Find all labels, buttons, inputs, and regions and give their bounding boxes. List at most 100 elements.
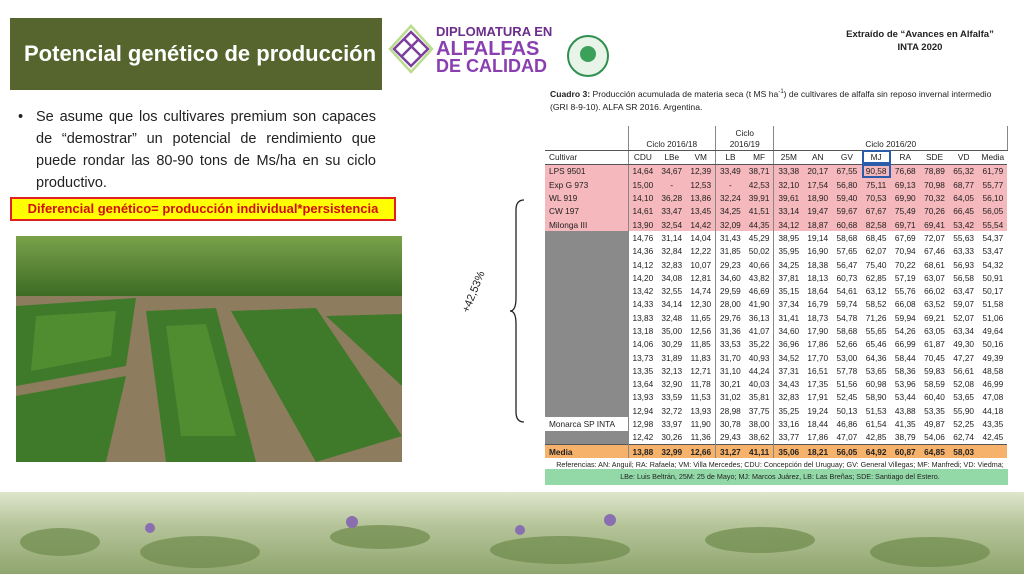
- cell: 48,58: [982, 365, 1004, 376]
- cultivar: Exp G 973: [549, 179, 589, 190]
- table-row: Milonga III 13,90 32,54 14,42 32,09 44,35 34,1…: [545, 217, 1008, 232]
- cell: 32,48: [661, 312, 683, 323]
- column-header: MF: [744, 149, 774, 165]
- cell: 17,90: [807, 326, 829, 336]
- cell: 33,49: [715, 164, 745, 179]
- brace: [509, 199, 525, 423]
- cell: 44,35: [748, 219, 770, 230]
- redacted-cultivar: [545, 297, 628, 312]
- cell: 64,85: [919, 444, 950, 459]
- cell: 60,98: [865, 379, 887, 390]
- cell: 16,90: [807, 246, 829, 257]
- cell: 54,78: [836, 312, 858, 323]
- table-row: 13,73 31,89 11,83 31,70 40,93 34,52 17,70 53,00…: [545, 350, 1008, 365]
- cell: 68,77: [953, 179, 975, 190]
- cell: 17,54: [807, 179, 829, 190]
- cell: 56,05: [982, 206, 1004, 217]
- cell: 33,97: [661, 419, 683, 430]
- cell: 12,94: [627, 404, 658, 418]
- cell: 58,52: [865, 299, 887, 310]
- cell: 41,35: [894, 419, 916, 430]
- cell: 38,79: [894, 432, 916, 443]
- cell: 47,27: [953, 352, 975, 363]
- cell: 41,07: [748, 326, 770, 336]
- cell: 75,11: [866, 179, 887, 190]
- cell: 15,00: [627, 178, 658, 192]
- cell: 39,61: [773, 191, 804, 205]
- cell: 50,02: [748, 246, 770, 257]
- logo-line: DIPLOMATURA EN: [436, 24, 552, 39]
- column-header: MJ: [861, 149, 891, 165]
- cell: 28,00: [715, 297, 745, 312]
- redacted-cultivar: [545, 337, 628, 351]
- cell: 60,73: [836, 272, 858, 283]
- redacted-cultivar: [545, 271, 628, 285]
- cell: 69,90: [894, 193, 916, 204]
- cell: 12,56: [690, 326, 712, 336]
- cell: 64,36: [865, 352, 887, 363]
- cell: 58,36: [894, 365, 916, 376]
- column-header: AN: [803, 149, 833, 165]
- cell: 34,52: [773, 350, 804, 365]
- column-header: VD: [949, 149, 979, 165]
- cell: 38,95: [773, 231, 804, 245]
- cell: 70,94: [894, 246, 916, 257]
- cell: 52,25: [953, 419, 975, 430]
- redacted-cultivar: [545, 257, 628, 272]
- header-row: Cultivar CDU LBe VM LB MF 25M AN GV MJ RA SDE VD Medi…: [545, 149, 1008, 165]
- table-row: CW 197 14,61 33,47 13,45 34,25 41,51 33,14 19,4…: [545, 204, 1008, 218]
- cell: 69,41: [924, 219, 945, 230]
- cell: 13,35: [627, 364, 658, 378]
- cell: 17,70: [807, 352, 829, 363]
- cell: 30,21: [715, 377, 745, 391]
- cell: 40,66: [748, 259, 770, 270]
- cell: 34,43: [773, 377, 804, 391]
- redacted-cultivar: [545, 430, 628, 445]
- table-row: 14,20 34,08 12,81 34,60 43,82 37,81 18,13 60,73…: [545, 271, 1008, 285]
- cell: 17,35: [807, 379, 829, 390]
- cell: 29,43: [715, 430, 745, 445]
- cell: 49,39: [982, 352, 1004, 363]
- cell: 65,32: [953, 166, 975, 177]
- cell: 35,00: [661, 326, 683, 336]
- cell: 66,02: [924, 286, 945, 297]
- cell: 63,52: [924, 299, 945, 310]
- cell: 18,73: [807, 312, 829, 323]
- cell: 31,43: [715, 231, 745, 245]
- cell: 54,61: [836, 286, 858, 297]
- cell: -: [670, 179, 674, 190]
- cell: 55,63: [953, 232, 975, 243]
- table-row: 13,64 32,90 11,78 30,21 40,03 34,43 17,35 51,56…: [545, 377, 1008, 391]
- cell: 11,78: [690, 379, 711, 390]
- cell: 33,38: [773, 164, 804, 179]
- cell: 60,87: [890, 444, 920, 459]
- cell: 59,40: [836, 193, 858, 204]
- cell: 62,85: [865, 272, 887, 283]
- table-row: Monarca SP INTA 12,98 33,97 11,90 30,78 38,00…: [545, 417, 1008, 431]
- cell: 12,53: [690, 179, 712, 190]
- cell: 29,59: [715, 284, 745, 298]
- cell: 17,86: [807, 432, 829, 443]
- table-row: 14,33 34,14 12,30 28,00 41,90 37,34 16,79 59,74…: [545, 297, 1008, 312]
- cell: 66,08: [894, 299, 916, 310]
- cell: 31,70: [715, 350, 745, 365]
- redacted-cultivar: [545, 364, 628, 378]
- cell: 50,91: [982, 272, 1004, 283]
- cell: 10,07: [690, 259, 712, 270]
- cell: 33,47: [661, 206, 683, 217]
- field-photo: [16, 236, 402, 462]
- caption-sup: -1: [778, 89, 784, 95]
- column-header: Cultivar: [545, 149, 628, 165]
- cell: 35,15: [773, 284, 804, 298]
- cell: 14,42: [690, 219, 712, 230]
- cell: 53,47: [982, 246, 1004, 257]
- table-row: 14,36 32,84 12,22 31,85 50,02 35,95 16,90 57,65…: [545, 244, 1008, 258]
- cell: 68,61: [924, 259, 945, 270]
- group-row: Ciclo 2016/18 Ciclo 2016/19 Ciclo 2016/20: [545, 126, 1008, 151]
- cell: 75,40: [865, 259, 887, 270]
- cell: 64,05: [953, 193, 975, 204]
- cell: 14,04: [690, 232, 712, 243]
- cell: 63,05: [924, 326, 945, 336]
- cell: 34,12: [773, 217, 804, 232]
- logo-line: DE CALIDAD: [436, 56, 547, 76]
